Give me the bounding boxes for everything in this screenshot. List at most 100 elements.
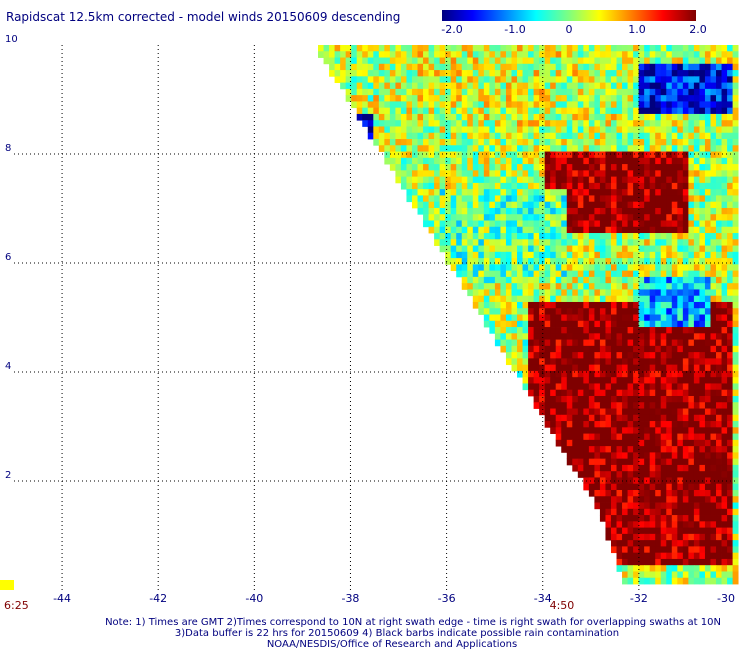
heatmap-cell bbox=[588, 370, 595, 378]
heatmap-cell bbox=[483, 301, 490, 309]
heatmap-cell bbox=[644, 496, 651, 503]
heatmap-cell bbox=[671, 301, 678, 309]
heatmap-cell bbox=[644, 452, 651, 460]
heatmap-cell bbox=[599, 508, 606, 516]
heatmap-cell bbox=[671, 239, 678, 246]
heatmap-cell bbox=[517, 239, 523, 246]
heatmap-cell bbox=[649, 571, 656, 579]
heatmap-cell bbox=[550, 270, 557, 278]
heatmap-cell bbox=[666, 63, 673, 71]
heatmap-cell bbox=[445, 45, 452, 52]
heatmap-cell bbox=[677, 370, 684, 378]
heatmap-cell bbox=[500, 95, 507, 102]
heatmap-cell bbox=[671, 57, 678, 65]
heatmap-cell bbox=[594, 395, 601, 403]
heatmap-cell bbox=[583, 395, 590, 403]
heatmap-cell bbox=[649, 214, 656, 221]
heatmap-cell bbox=[605, 113, 612, 121]
heatmap-cell bbox=[517, 45, 523, 52]
heatmap-cell bbox=[627, 107, 634, 115]
heatmap-cell bbox=[566, 427, 573, 434]
heatmap-cell bbox=[533, 308, 540, 315]
heatmap-cell bbox=[406, 126, 413, 134]
heatmap-cell bbox=[610, 320, 617, 328]
heatmap-cell bbox=[610, 182, 617, 190]
heatmap-cell bbox=[411, 157, 418, 165]
heatmap-cell bbox=[644, 446, 651, 453]
heatmap-cell bbox=[411, 182, 418, 190]
heatmap-cell bbox=[550, 57, 557, 65]
heatmap-cell bbox=[544, 189, 551, 196]
heatmap-cell bbox=[550, 333, 557, 340]
heatmap-cell bbox=[693, 483, 700, 491]
heatmap-cell bbox=[461, 189, 468, 196]
heatmap-cell bbox=[550, 107, 557, 115]
heatmap-cell bbox=[649, 88, 656, 96]
heatmap-cell bbox=[638, 439, 645, 447]
heatmap-cell bbox=[677, 546, 684, 554]
heatmap-cell bbox=[627, 571, 634, 579]
heatmap-cell bbox=[566, 88, 573, 96]
heatmap-cell bbox=[627, 182, 634, 190]
heatmap-cell bbox=[682, 483, 689, 491]
heatmap-cell bbox=[666, 421, 673, 428]
heatmap-cell bbox=[644, 383, 651, 391]
heatmap-cell bbox=[633, 207, 640, 215]
heatmap-cell bbox=[666, 126, 673, 134]
heatmap-cell bbox=[704, 289, 711, 297]
heatmap-cell bbox=[666, 51, 673, 58]
heatmap-cell bbox=[716, 458, 722, 466]
heatmap-cell bbox=[483, 289, 490, 297]
heatmap-cell bbox=[588, 421, 595, 428]
heatmap-cell bbox=[699, 439, 706, 447]
heatmap-cell bbox=[655, 157, 662, 165]
heatmap-cell bbox=[511, 57, 518, 65]
heatmap-cell bbox=[472, 264, 479, 272]
heatmap-cell bbox=[677, 345, 684, 353]
heatmap-cell bbox=[544, 45, 551, 52]
heatmap-cell bbox=[721, 464, 728, 472]
heatmap-cell bbox=[721, 571, 728, 579]
heatmap-cell bbox=[627, 301, 634, 309]
heatmap-cell bbox=[693, 276, 700, 284]
heatmap-cell bbox=[511, 364, 518, 372]
heatmap-cell bbox=[699, 571, 706, 579]
heatmap-cell bbox=[533, 88, 540, 96]
heatmap-cell bbox=[599, 345, 606, 353]
heatmap-cell bbox=[699, 552, 706, 560]
heatmap-cell bbox=[577, 170, 584, 178]
heatmap-cell bbox=[716, 120, 722, 127]
heatmap-cell bbox=[693, 45, 700, 52]
heatmap-cell bbox=[704, 502, 711, 510]
heatmap-cell bbox=[505, 113, 512, 121]
heatmap-cell bbox=[721, 383, 728, 391]
heatmap-cell bbox=[721, 270, 728, 278]
heatmap-cell bbox=[461, 88, 468, 96]
heatmap-cell bbox=[362, 95, 369, 102]
heatmap-cell bbox=[666, 207, 673, 215]
heatmap-cell bbox=[572, 464, 579, 472]
heatmap-cell bbox=[539, 370, 546, 378]
heatmap-cell bbox=[356, 88, 363, 96]
heatmap-cell bbox=[411, 82, 418, 90]
heatmap-cell bbox=[644, 377, 651, 384]
heatmap-cell bbox=[671, 107, 678, 115]
heatmap-cell bbox=[704, 270, 711, 278]
heatmap-cell bbox=[655, 496, 662, 503]
heatmap-cell bbox=[489, 327, 496, 334]
heatmap-cell bbox=[710, 164, 717, 171]
heatmap-cell bbox=[721, 276, 728, 284]
heatmap-cell bbox=[716, 577, 722, 585]
heatmap-cell bbox=[605, 533, 612, 541]
heatmap-cell bbox=[649, 327, 656, 334]
heatmap-cell bbox=[716, 446, 722, 453]
heatmap-cell bbox=[588, 377, 595, 384]
heatmap-cell bbox=[555, 308, 562, 315]
heatmap-cell bbox=[411, 88, 418, 96]
heatmap-cell bbox=[622, 283, 628, 290]
heatmap-cell bbox=[555, 201, 562, 209]
heatmap-cell bbox=[655, 558, 662, 566]
heatmap-cell bbox=[505, 258, 512, 265]
heatmap-cell bbox=[716, 358, 722, 366]
heatmap-cell bbox=[456, 51, 463, 58]
